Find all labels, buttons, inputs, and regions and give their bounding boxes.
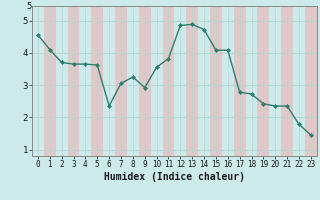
Bar bbox=[186, 6, 198, 156]
Bar bbox=[210, 6, 222, 156]
Bar bbox=[281, 6, 293, 156]
Bar bbox=[174, 6, 186, 156]
Bar bbox=[139, 6, 151, 156]
Bar bbox=[56, 6, 68, 156]
Text: 5: 5 bbox=[27, 2, 32, 11]
Bar bbox=[222, 6, 234, 156]
Bar bbox=[258, 6, 269, 156]
Bar bbox=[198, 6, 210, 156]
Bar bbox=[44, 6, 56, 156]
Bar bbox=[79, 6, 91, 156]
Bar bbox=[246, 6, 258, 156]
Bar bbox=[127, 6, 139, 156]
Bar bbox=[151, 6, 163, 156]
Bar bbox=[115, 6, 127, 156]
Bar bbox=[91, 6, 103, 156]
X-axis label: Humidex (Indice chaleur): Humidex (Indice chaleur) bbox=[104, 172, 245, 182]
Bar bbox=[32, 6, 44, 156]
Bar bbox=[293, 6, 305, 156]
Bar bbox=[305, 6, 317, 156]
Bar bbox=[68, 6, 79, 156]
Bar bbox=[269, 6, 281, 156]
Bar bbox=[103, 6, 115, 156]
Bar bbox=[234, 6, 246, 156]
Bar bbox=[163, 6, 174, 156]
